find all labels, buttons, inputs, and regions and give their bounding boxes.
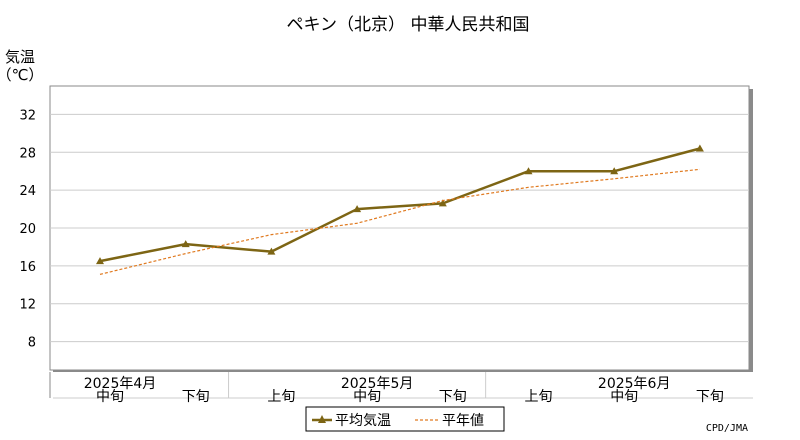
y-tick-label: 32 xyxy=(19,108,36,123)
x-tick-label: 上旬 xyxy=(525,389,553,405)
data-point-avg xyxy=(181,240,190,248)
y-tick-label: 28 xyxy=(19,146,36,161)
grid-lines xyxy=(50,113,749,343)
y-tick-label: 8 xyxy=(28,336,36,351)
y-tick-labels: 8 12 16 20 24 28 32 xyxy=(19,108,36,350)
x-tick-label: 下旬 xyxy=(182,389,210,405)
x-month-label: 2025年6月 xyxy=(598,376,671,392)
y-tick-label: 12 xyxy=(19,298,36,313)
y-tick-label: 16 xyxy=(19,260,36,275)
x-month-label: 2025年5月 xyxy=(341,376,414,392)
data-point-avg xyxy=(96,257,104,265)
series-layer xyxy=(96,144,704,275)
legend-label-avg: 平均気温 xyxy=(335,413,391,429)
data-point-avg xyxy=(267,247,276,255)
legend-label-normal: 平年値 xyxy=(442,413,484,429)
x-tick-label: 下旬 xyxy=(696,389,724,405)
data-point-avg xyxy=(695,144,704,152)
x-tick-label: 上旬 xyxy=(267,389,295,405)
y-tick-label: 24 xyxy=(19,184,36,199)
x-tick-label: 中旬 xyxy=(610,389,638,405)
x-month-label: 2025年4月 xyxy=(84,376,157,392)
x-tick-label: 中旬 xyxy=(96,389,124,405)
y-axis-unit: （℃） xyxy=(0,66,43,84)
credit: CPD/JMA xyxy=(706,423,748,434)
y-axis-label: 気温 xyxy=(5,48,35,66)
x-axis: 中旬 下旬 上旬 中旬 下旬 上旬 中旬 下旬 2025年4月 2025年5月 2025年6月 xyxy=(49,372,753,405)
data-point-avg xyxy=(610,167,619,175)
series-line-avg xyxy=(99,147,701,263)
x-tick-label: 下旬 xyxy=(439,389,467,405)
legend-box xyxy=(305,406,505,432)
chart-title: ペキン（北京） 中華人民共和国 xyxy=(287,15,530,35)
data-point-avg xyxy=(353,205,362,213)
x-tick-label: 中旬 xyxy=(353,389,381,405)
legend-marker-avg xyxy=(318,415,326,423)
series-line-normal xyxy=(99,168,700,275)
y-tick-label: 20 xyxy=(19,222,36,237)
data-point-avg xyxy=(524,167,533,175)
data-point-avg xyxy=(438,199,447,207)
legend: 平均気温 平年値 xyxy=(305,406,505,432)
